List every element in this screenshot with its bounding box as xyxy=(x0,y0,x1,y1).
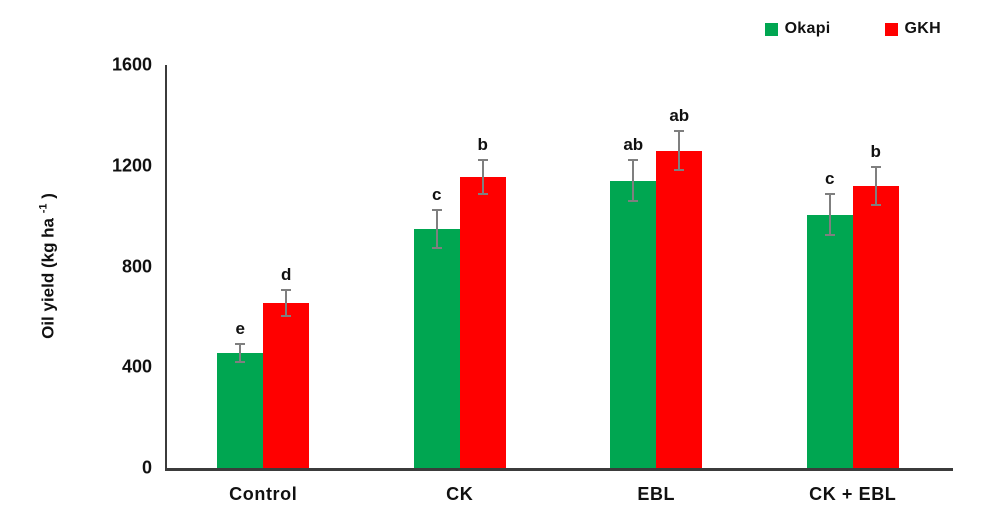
bar-okapi-2 xyxy=(610,180,657,468)
okapi-swatch-icon xyxy=(764,22,778,36)
x-category-label: EBL xyxy=(637,484,676,504)
error-bar-line xyxy=(285,289,288,317)
y-axis-title: Oil yield (kg ha -1 ) xyxy=(38,193,59,339)
error-bar-cap xyxy=(235,361,246,364)
error-bar-line xyxy=(632,159,635,203)
y-tick-label: 1600 xyxy=(111,54,152,75)
error-bar xyxy=(477,159,488,195)
bar-gkh-3 xyxy=(852,185,899,468)
significance-letter: c xyxy=(432,184,442,204)
error-bar-cap xyxy=(674,168,685,171)
error-bar-cap xyxy=(477,192,488,195)
error-bar-line xyxy=(435,208,438,249)
error-bar xyxy=(674,130,685,171)
bar-okapi-1 xyxy=(413,228,460,468)
error-bar-cap xyxy=(431,246,442,249)
error-bar-line xyxy=(481,159,484,195)
bar-gkh-0 xyxy=(263,303,310,468)
y-tick-label: 400 xyxy=(121,356,152,377)
legend-item-gkh: GKH xyxy=(884,20,941,38)
error-bar-line xyxy=(678,130,681,171)
bar-okapi-3 xyxy=(806,214,853,468)
y-axis-title-superscript: -1 xyxy=(37,203,50,214)
y-tick-label: 1200 xyxy=(111,155,152,176)
error-bar-cap xyxy=(674,130,685,133)
error-bar-cap xyxy=(477,159,488,162)
error-bar-cap xyxy=(628,159,639,162)
plot-area xyxy=(165,65,953,471)
significance-letter: e xyxy=(235,319,245,339)
error-bar-line xyxy=(828,193,831,237)
error-bar-cap xyxy=(870,165,881,168)
significance-letter: b xyxy=(477,135,488,155)
error-bar-line xyxy=(874,165,877,207)
bar-okapi-0 xyxy=(217,353,264,468)
legend-item-okapi: Okapi xyxy=(764,20,831,38)
gkh-swatch-icon xyxy=(884,22,898,36)
error-bar-cap xyxy=(431,208,442,211)
error-bar xyxy=(281,289,292,317)
error-bar-cap xyxy=(870,204,881,207)
significance-letter: b xyxy=(870,141,881,161)
y-axis-title-close: ) xyxy=(38,193,58,204)
y-tick-label: 800 xyxy=(121,256,152,276)
error-bar xyxy=(431,208,442,249)
bar-gkh-2 xyxy=(656,150,703,468)
error-bar-cap xyxy=(235,343,246,346)
significance-letter: c xyxy=(825,169,835,189)
error-bar-cap xyxy=(281,314,292,317)
error-bar-cap xyxy=(824,193,835,196)
error-bar xyxy=(628,159,639,203)
legend: Okapi GKH xyxy=(764,20,941,38)
error-bar xyxy=(235,343,246,364)
error-bar-line xyxy=(239,343,242,364)
legend-label-okapi: Okapi xyxy=(784,20,831,37)
significance-letter: ab xyxy=(669,106,690,126)
error-bar-cap xyxy=(281,289,292,292)
error-bar-cap xyxy=(824,234,835,237)
x-category-label: CK + EBL xyxy=(809,484,897,504)
legend-label-gkh: GKH xyxy=(904,20,941,37)
bar-gkh-1 xyxy=(459,177,506,468)
significance-letter: ab xyxy=(623,135,644,155)
error-bar xyxy=(824,193,835,237)
y-tick-label: 0 xyxy=(141,457,152,478)
error-bar xyxy=(870,165,881,207)
significance-letter: d xyxy=(281,265,292,285)
x-category-label: Control xyxy=(229,484,298,504)
y-axis-title-main: Oil yield (kg ha xyxy=(38,213,58,339)
error-bar-cap xyxy=(628,200,639,203)
x-category-label: CK xyxy=(446,484,474,504)
